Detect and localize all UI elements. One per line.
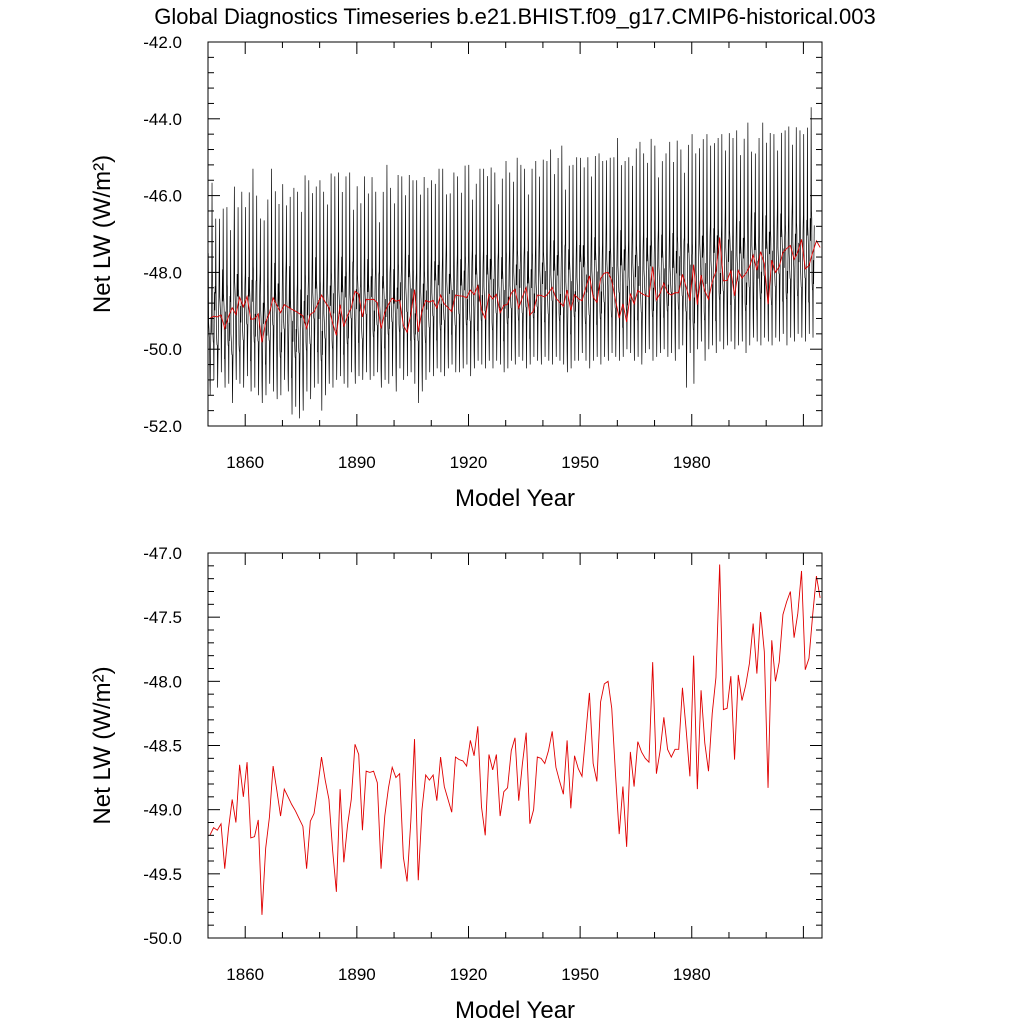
p0-plot-frame (207, 41, 823, 427)
p1-y-tick-label: -48.5 (143, 737, 182, 756)
p0-y-tick-label: -46.0 (143, 187, 182, 206)
p1-y-tick-label: -50.0 (143, 929, 182, 948)
p1-y-tick-label: -49.5 (143, 865, 182, 884)
p1-x-tick-label: 1950 (561, 965, 599, 984)
p0-x-tick-label: 1890 (338, 453, 376, 472)
p1-x-tick-label: 1980 (673, 965, 711, 984)
top-panel-net-lw-monthly-and-annual: 1860 1890 1920 1950 1980 -42.0 -44.0 -46.0 -48.0… (89, 33, 823, 512)
p0-x-tick-label: 1860 (226, 453, 264, 472)
p0-x-tick-label: 1980 (673, 453, 711, 472)
p1-plot-frame (207, 552, 823, 939)
p0-monthly-series-line (207, 107, 815, 419)
p0-y-tick-label: -42.0 (143, 33, 182, 52)
p1-y-tick-label: -48.0 (143, 672, 182, 691)
p0-y-tick-label: -50.0 (143, 340, 182, 359)
p1-y-tick-label: -47.0 (143, 544, 182, 563)
p0-x-axis-title: Model Year (455, 485, 575, 512)
p1-y-tick-label: -47.5 (143, 608, 182, 627)
bottom-panel-net-lw-annual: 1860 1890 1920 1950 1980 -47.0 -47.5 -48.0 -48.5… (89, 544, 823, 1024)
p0-annual-series-line (209, 237, 821, 343)
p1-x-axis-title: Model Year (455, 997, 575, 1024)
p0-y-tick-label: -44.0 (143, 110, 182, 129)
p1-x-tick-label: 1860 (226, 965, 264, 984)
figure-title: Global Diagnostics Timeseries b.e21.BHIS… (154, 4, 875, 29)
p1-x-tick-label: 1920 (450, 965, 488, 984)
p0-y-tick-label: -48.0 (143, 263, 182, 282)
p0-x-tick-label: 1950 (561, 453, 599, 472)
p1-y-tick-label: -49.0 (143, 801, 182, 820)
p0-x-tick-label: 1920 (450, 453, 488, 472)
p0-y-tick-label: -52.0 (143, 417, 182, 436)
p1-annual-series-line (209, 564, 821, 915)
p1-y-axis-title: Net LW (W/m²) (89, 666, 116, 824)
p1-x-tick-label: 1890 (338, 965, 376, 984)
p0-y-axis-title: Net LW (W/m²) (89, 155, 116, 313)
